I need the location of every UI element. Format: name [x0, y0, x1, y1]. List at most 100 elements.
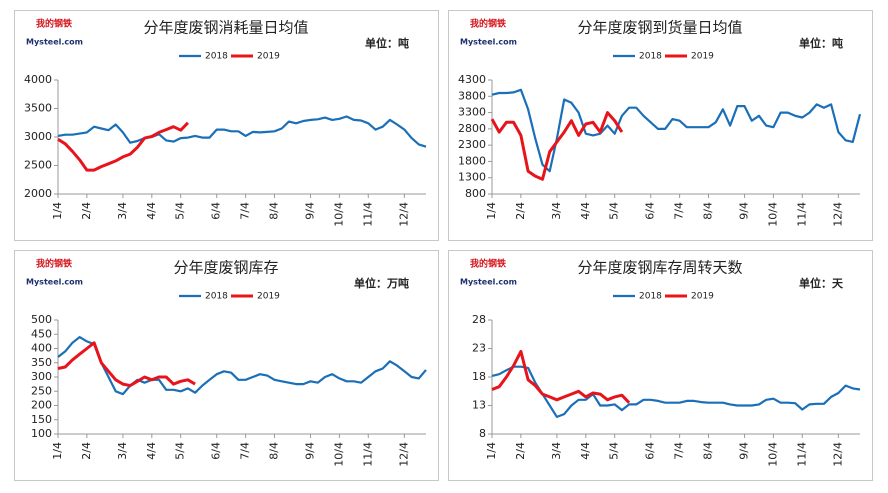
y-tick-label: 500: [31, 313, 52, 326]
series-line: [491, 365, 861, 418]
x-tick-label: 1/4: [485, 202, 498, 220]
x-tick-label: 4/4: [145, 442, 158, 460]
legend-label: 2019: [257, 52, 280, 62]
x-tick-label: 12/4: [831, 202, 844, 227]
panel-frame: [14, 250, 439, 481]
series-line: [490, 111, 624, 181]
series-line: [57, 341, 196, 388]
x-tick-label: 11/4: [795, 202, 808, 227]
logo-cn: 我的钢铁: [470, 258, 506, 270]
y-tick-label: 3800: [458, 89, 486, 102]
x-tick-label: 9/4: [304, 202, 317, 220]
x-tick-label: 2/4: [80, 202, 93, 220]
x-tick-label: 4/4: [579, 202, 592, 220]
y-tick-label: 350: [31, 356, 52, 369]
y-tick-label: 300: [31, 370, 52, 383]
y-tick-label: 450: [31, 327, 52, 340]
x-tick-label: 3/4: [550, 202, 563, 220]
unit-label: 单位：吨: [799, 36, 843, 50]
x-tick-label: 10/4: [766, 442, 779, 467]
y-tick-label: 8: [479, 427, 486, 440]
x-tick-label: 1/4: [51, 442, 64, 460]
y-tick-label: 23: [472, 342, 486, 355]
panel-frame: [448, 10, 873, 241]
x-tick-label: 4/4: [145, 202, 158, 220]
y-tick-label: 800: [465, 187, 486, 200]
panel-frame: [14, 10, 439, 241]
series-line: [57, 115, 427, 148]
x-tick-label: 5/4: [608, 202, 621, 220]
x-tick-label: 5/4: [174, 442, 187, 460]
x-tick-label: 10/4: [332, 442, 345, 467]
legend-label: 2019: [257, 292, 280, 302]
legend-label: 2019: [691, 52, 714, 62]
chart-title: 分年度废钢消耗量日均值: [143, 19, 308, 37]
x-tick-label: 10/4: [332, 202, 345, 227]
y-tick-label: 28: [472, 313, 486, 326]
x-tick-label: 3/4: [116, 202, 129, 220]
x-tick-label: 7/4: [673, 442, 686, 460]
x-tick-label: 8/4: [267, 202, 280, 220]
x-tick-label: 2/4: [80, 442, 93, 460]
series-line: [57, 121, 189, 172]
logo-cn: 我的钢铁: [36, 18, 72, 30]
x-tick-label: 8/4: [267, 442, 280, 460]
y-tick-label: 150: [31, 413, 52, 426]
x-tick-label: 3/4: [116, 442, 129, 460]
x-tick-label: 7/4: [673, 202, 686, 220]
y-tick-label: 3500: [24, 102, 52, 115]
x-tick-label: 7/4: [239, 202, 252, 220]
x-tick-label: 7/4: [239, 442, 252, 460]
y-tick-label: 250: [31, 384, 52, 397]
x-tick-label: 2/4: [514, 202, 527, 220]
y-tick-label: 2300: [458, 138, 486, 151]
legend-label: 2018: [205, 292, 228, 302]
x-tick-label: 3/4: [550, 442, 563, 460]
x-tick-label: 9/4: [738, 442, 751, 460]
legend-label: 2018: [639, 52, 662, 62]
y-tick-label: 100: [31, 427, 52, 440]
x-tick-label: 1/4: [51, 202, 64, 220]
series-line: [491, 88, 862, 173]
y-tick-label: 200: [31, 399, 52, 412]
y-tick-label: 3000: [24, 130, 52, 143]
unit-label: 单位：吨: [365, 36, 409, 50]
x-tick-label: 8/4: [701, 442, 714, 460]
x-tick-label: 8/4: [701, 202, 714, 220]
logo-en: Mysteel.com: [26, 278, 83, 287]
logo-cn: 我的钢铁: [36, 258, 72, 270]
chart-title: 分年度废钢库存周转天数: [577, 259, 742, 277]
chart-title: 分年度废钢库存: [173, 259, 278, 277]
x-tick-label: 6/4: [644, 442, 657, 460]
y-tick-label: 13: [472, 399, 486, 412]
x-tick-label: 11/4: [361, 202, 374, 227]
y-tick-label: 2500: [24, 159, 52, 172]
chart-panel: 我的钢铁Mysteel.com分年度废钢库存单位：万吨1001502002503…: [14, 250, 439, 481]
y-tick-label: 400: [31, 342, 52, 355]
logo-cn: 我的钢铁: [470, 18, 506, 30]
legend-label: 2019: [691, 292, 714, 302]
x-tick-label: 11/4: [361, 442, 374, 467]
x-tick-label: 12/4: [831, 442, 844, 467]
x-tick-label: 1/4: [485, 442, 498, 460]
legend-label: 2018: [639, 292, 662, 302]
y-tick-label: 1800: [458, 154, 486, 167]
series-line: [491, 349, 631, 404]
y-tick-label: 18: [472, 370, 486, 383]
y-tick-label: 1300: [458, 171, 486, 184]
x-tick-label: 2/4: [514, 442, 527, 460]
x-tick-label: 6/4: [210, 442, 223, 460]
x-tick-label: 9/4: [738, 202, 751, 220]
x-tick-label: 6/4: [210, 202, 223, 220]
unit-label: 单位：天: [799, 276, 844, 290]
series-line: [57, 336, 427, 396]
logo-en: Mysteel.com: [460, 38, 517, 47]
x-tick-label: 11/4: [795, 442, 808, 467]
x-tick-label: 4/4: [579, 442, 592, 460]
x-tick-label: 12/4: [397, 442, 410, 467]
y-tick-label: 4300: [458, 73, 486, 86]
y-tick-label: 2000: [24, 187, 52, 200]
